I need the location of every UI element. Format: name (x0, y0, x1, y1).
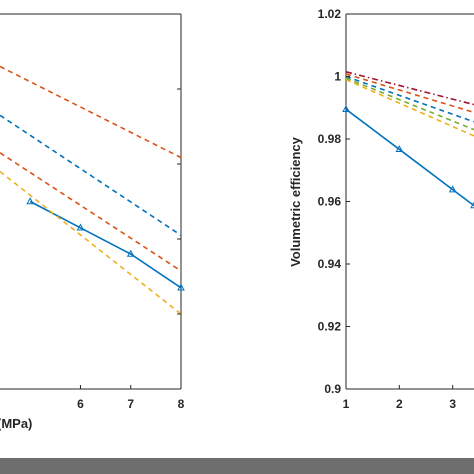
y-tick-label: 0.92 (318, 320, 342, 334)
series-line-2 (0, 114, 182, 236)
y-tick-label: 0.94 (318, 257, 342, 271)
y-tick-label: 0.96 (318, 195, 342, 209)
series-line-1 (345, 71, 474, 106)
left-x-axis-label: (MPa) (0, 416, 32, 431)
left-ticks-group: 6 7 8 (77, 88, 185, 411)
data-point-marker (126, 249, 135, 257)
series-line-1 (0, 65, 182, 159)
data-point-marker (470, 201, 474, 209)
series-line-3 (0, 152, 182, 272)
right-series-group (342, 71, 474, 209)
series-line-4 (0, 170, 182, 315)
series-line-3 (345, 75, 474, 123)
series-line-4 (345, 77, 474, 131)
x-tick-label: 7 (127, 397, 134, 411)
x-tick-label: 8 (178, 397, 185, 411)
data-point-marker (26, 197, 35, 205)
data-point-marker (177, 283, 185, 291)
data-point-marker (395, 145, 404, 153)
x-tick-label: 1 (343, 397, 350, 411)
data-point-marker (76, 223, 85, 231)
y-tick-label: 0.98 (318, 132, 342, 146)
y-tick-label: 0.9 (324, 382, 341, 396)
series-line-0 (345, 108, 474, 207)
series-line-2 (345, 73, 474, 114)
series-line-0 (29, 200, 182, 289)
series-line-5 (345, 78, 474, 137)
right-y-axis-label: Volumetric efficiency (288, 136, 303, 267)
x-tick-label: 3 (449, 397, 456, 411)
right-ticks-group: 1 2 3 0.9 0.92 0.94 0.96 0.98 1 1.02 (318, 7, 457, 411)
data-point-marker (448, 185, 457, 193)
y-tick-label: 1 (334, 70, 341, 84)
y-tick-label: 1.02 (318, 7, 342, 21)
data-point-marker (342, 105, 350, 113)
left-series-group (0, 65, 185, 315)
left-panel: 6 7 8 (MPa) (0, 13, 185, 431)
x-tick-label: 6 (77, 397, 84, 411)
bottom-bar (0, 458, 474, 474)
x-tick-label: 2 (396, 397, 403, 411)
right-panel: 1 2 3 0.9 0.92 0.94 0.96 0.98 1 1.02 Volumetric e… (288, 7, 474, 411)
